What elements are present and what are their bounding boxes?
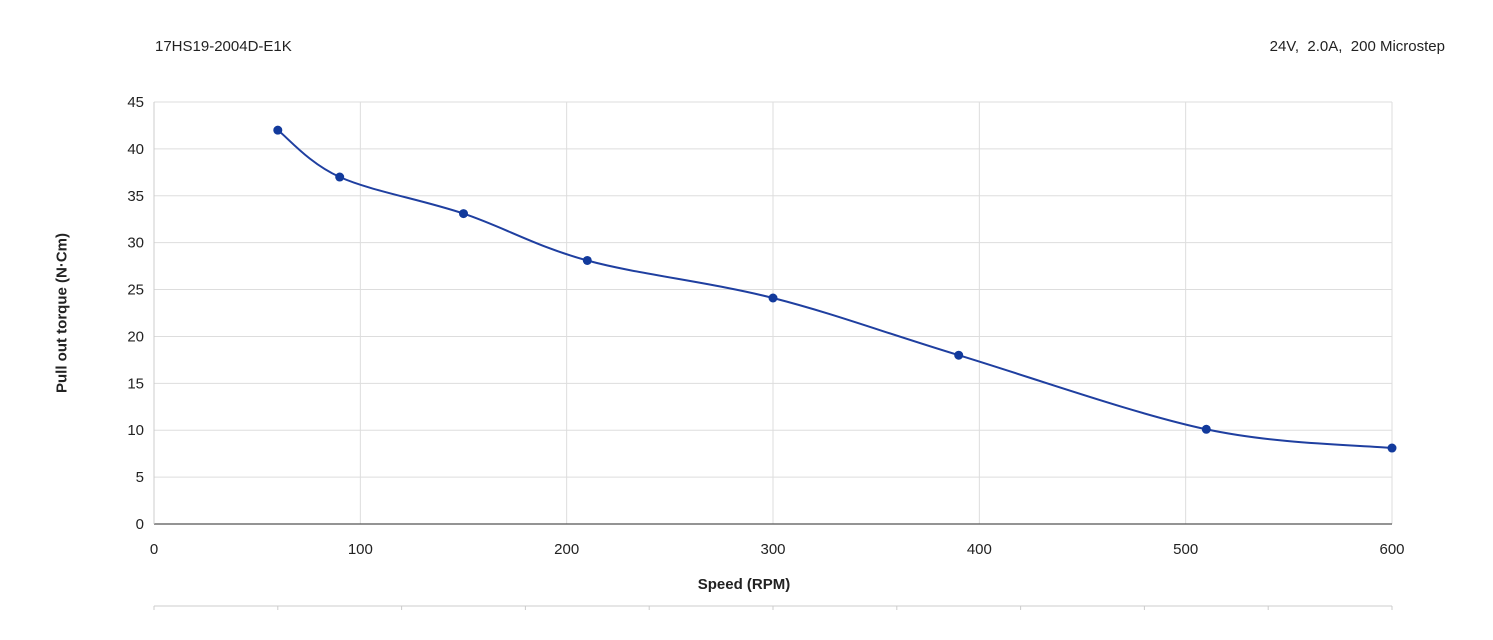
y-tick-label: 15 (127, 375, 144, 392)
y-tick-label: 45 (127, 94, 144, 111)
data-point (335, 172, 345, 182)
series-layer (273, 125, 1397, 453)
data-point (582, 255, 592, 265)
x-tick-label: 0 (150, 541, 158, 558)
y-tick-label: 5 (136, 469, 144, 486)
data-point (1387, 443, 1397, 453)
data-point (1201, 424, 1211, 434)
chart-conditions-label: 24V, 2.0A, 200 Microstep (1269, 38, 1445, 55)
x-tick-label: 500 (1173, 541, 1198, 558)
y-tick-label: 10 (127, 422, 144, 439)
chart-model-label: 17HS19-2004D-E1K (155, 38, 292, 55)
y-tick-label: 20 (127, 328, 144, 345)
x-tick-label: 200 (554, 541, 579, 558)
y-tick-label: 30 (127, 235, 144, 252)
x-tick-label: 100 (348, 541, 373, 558)
y-tick-label: 35 (127, 188, 144, 205)
x-tick-label: 300 (760, 541, 785, 558)
x-axis-label: Speed (RPM) (697, 576, 791, 593)
x-tick-label: 600 (1379, 541, 1404, 558)
data-point (954, 350, 964, 360)
y-tick-label: 0 (136, 516, 144, 533)
series-line (277, 129, 1393, 450)
bottom-scale (153, 605, 1393, 610)
tick-labels: 0 5 10 15 20 25 30 35 40 45 0 100 200 300 400 500 600 (127, 94, 1404, 558)
data-point (459, 209, 468, 219)
y-tick-label: 25 (127, 282, 144, 299)
data-point (768, 293, 778, 303)
grid-lines (154, 101, 1393, 524)
x-tick-label: 400 (967, 541, 992, 558)
axes (153, 102, 1392, 525)
y-tick-label: 40 (127, 141, 144, 158)
data-point (273, 125, 283, 135)
